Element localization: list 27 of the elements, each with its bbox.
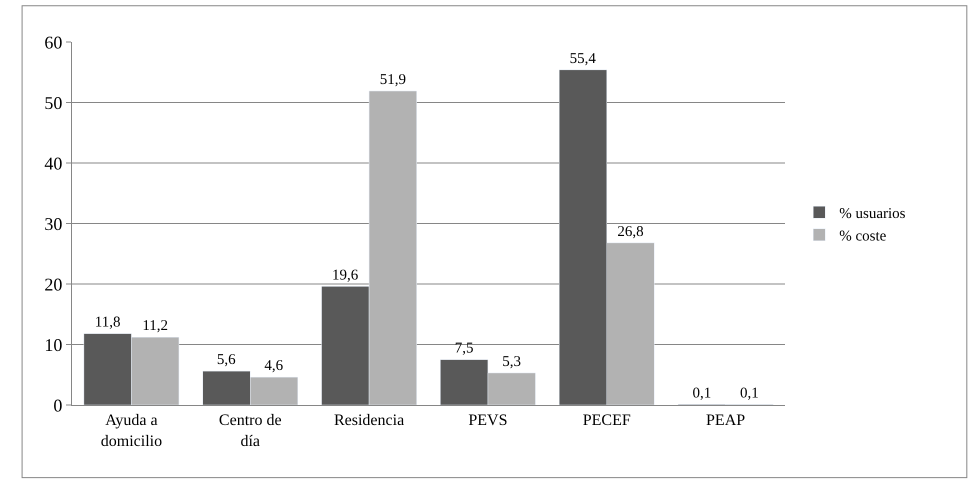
y-tick-label: 50 [44, 92, 62, 113]
data-label: 5,3 [502, 354, 522, 370]
x-tick-label: PEAP [706, 412, 746, 430]
legend-label: % coste [839, 228, 887, 245]
data-label: 11,2 [142, 318, 168, 334]
data-label: 19,6 [332, 267, 359, 284]
y-tick-label: 60 [44, 32, 62, 52]
data-label: 11,8 [94, 314, 120, 331]
data-label: 26,8 [617, 224, 644, 240]
data-label: 0,1 [740, 385, 759, 402]
y-tick-label: 0 [53, 395, 62, 416]
y-tick-label: 30 [44, 214, 62, 234]
x-tick-label: PECEF [582, 412, 631, 430]
data-label: 5,6 [216, 352, 236, 368]
data-label: 55,4 [570, 50, 596, 67]
data-label: 0,1 [692, 385, 712, 402]
y-tick-label: 10 [44, 334, 62, 355]
legend-label: % usuarios [839, 206, 906, 222]
x-tick-label: Residencia [334, 412, 404, 430]
x-tick-label: PEVS [468, 412, 508, 430]
y-tick-label: 20 [44, 274, 62, 294]
data-label: 7,5 [454, 340, 474, 357]
data-label: 51,9 [380, 72, 406, 88]
data-label: 4,6 [264, 358, 284, 374]
y-tick-label: 40 [44, 153, 62, 174]
x-tick-label: Centro de día [218, 412, 282, 450]
x-tick-label: Ayuda a domicilio [100, 412, 162, 450]
